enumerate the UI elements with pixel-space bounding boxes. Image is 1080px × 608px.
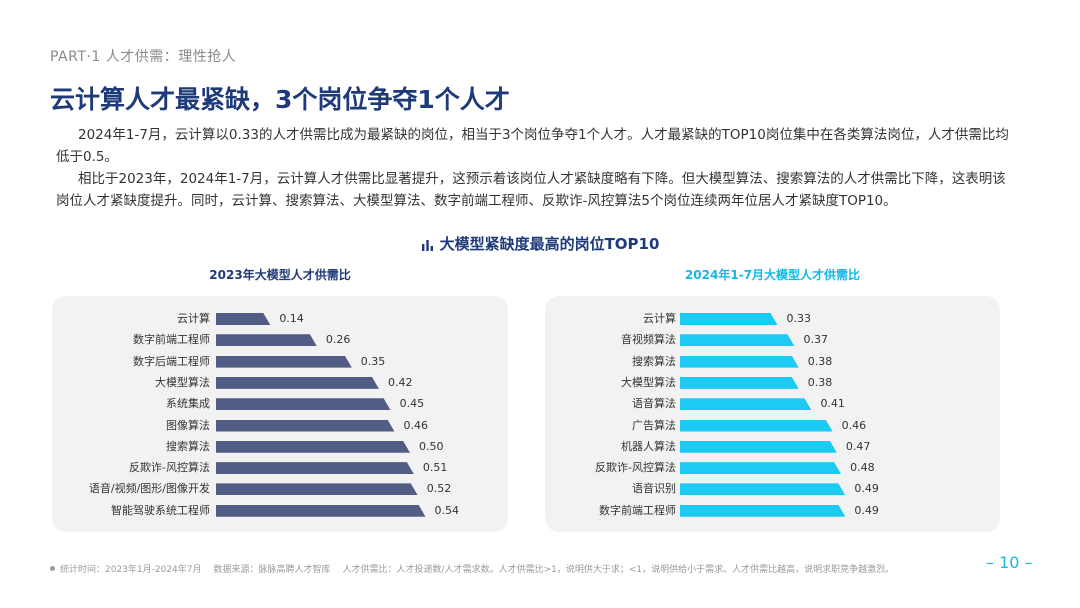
chart-section-title: 大模型紧缺度最高的岗位TOP10 [0, 233, 1080, 255]
chart-2023-value-label: 0.51 [422, 461, 448, 475]
chart-2023-bar-row: 数字前端工程师 0.26 [52, 329, 508, 350]
chart-2024-category-label: 反欺诈-风控算法 [595, 461, 676, 475]
chart-2024-bar-row: 语音算法 0.41 [545, 393, 1000, 414]
chart-2024-value-label: 0.49 [854, 503, 879, 517]
chart-2023-bar [216, 483, 418, 495]
chart-2024-category-label: 音视频算法 [621, 333, 676, 347]
chart-2024-value-label: 0.49 [854, 482, 879, 496]
body-text: 2024年1-7月，云计算以0.33的人才供需比成为最紧缺的岗位，相当于3个岗位… [56, 124, 1012, 212]
chart-2023-value-label: 0.42 [387, 375, 413, 389]
chart-2023-value-label: 0.35 [360, 354, 386, 368]
footer-note: 统计时间：2023年1月-2024年7月 数据来源：脉脉高聘人才智库 人才供需比：人… [50, 562, 894, 575]
chart-2024-bar-row: 搜索算法 0.38 [545, 351, 1000, 372]
chart-2023-category-label: 数字前端工程师 [133, 333, 210, 347]
chart-2023-bar-row: 智能驾驶系统工程师 0.54 [52, 500, 508, 521]
chart-2024-title: 2024年1-7月大模型人才供需比 [684, 268, 861, 282]
chart-2023-bar-row: 云计算 0.14 [52, 308, 508, 329]
chart-2023-bar [216, 505, 426, 517]
chart-2023-value-label: 0.52 [426, 482, 452, 496]
chart-2023-bar [216, 377, 379, 389]
footer-source: 数据来源：脉脉高聘人才智库 [213, 565, 331, 575]
chart-2023-category-label: 数字后端工程师 [133, 354, 210, 368]
chart-2024-bar [680, 483, 845, 495]
chart-2023-bar-row: 图像算法 0.46 [52, 415, 508, 436]
chart-2023-category-label: 云计算 [177, 312, 210, 325]
chart-2024-bar [680, 398, 811, 410]
chart-2023-value-label: 0.54 [434, 503, 460, 517]
section-label: PART·1 人才供需：理性抢人 [50, 49, 237, 65]
chart-2024-value-label: 0.47 [845, 439, 871, 453]
chart-2023-value-label: 0.14 [279, 312, 304, 325]
footer-definition: 人才供需比：人才投递数/人才需求数。人才供需比>1，说明供大于求；<1，说明供给… [342, 565, 895, 575]
chart-2024-category-label: 云计算 [643, 312, 676, 325]
chart-2023-category-label: 图像算法 [166, 418, 210, 432]
chart-2024-bar [680, 313, 778, 325]
chart-2024-bar [680, 441, 837, 453]
chart-2024-bar [680, 334, 794, 346]
chart-2024-value-label: 0.48 [850, 461, 875, 475]
chart-2024-bar-row: 广告算法 0.46 [545, 415, 1000, 436]
page-number: – 10 – [986, 553, 1033, 572]
chart-2023-bar-row: 语音/视频/图形/图像开发 0.52 [52, 478, 508, 499]
chart-2024-value-label: 0.37 [803, 333, 828, 347]
chart-2023-category-label: 智能驾驶系统工程师 [111, 503, 210, 517]
chart-2023-bar-row: 大模型算法 0.42 [52, 372, 508, 393]
chart-2024-bar-row: 大模型算法 0.38 [545, 372, 1000, 393]
chart-2023-bar [216, 420, 394, 432]
chart-2023-bar [216, 313, 270, 325]
chart-2024-bar [680, 356, 799, 368]
chart-2024-category-label: 大模型算法 [621, 375, 676, 389]
chart-2023-bar [216, 441, 410, 453]
chart-2023-category-label: 大模型算法 [155, 375, 210, 389]
chart-2023-bar-row: 系统集成 0.45 [52, 393, 508, 414]
chart-2023-category-label: 系统集成 [166, 397, 210, 411]
chart-2023-panel: 云计算 0.14 数字前端工程师 0.26 数字后端工程师 0.35 大模型算法 0.42 系统… [52, 296, 508, 532]
chart-2023-category-label: 反欺诈-风控算法 [129, 461, 210, 475]
chart-2024-value-label: 0.38 [807, 375, 833, 389]
chart-2024-value-label: 0.41 [820, 397, 845, 411]
chart-2023-bar [216, 356, 352, 368]
chart-2023-value-label: 0.26 [325, 333, 351, 347]
chart-2023-category-label: 语音/视频/图形/图像开发 [88, 482, 210, 496]
chart-2023-value-label: 0.46 [403, 418, 428, 432]
chart-2024-bar [680, 377, 799, 389]
chart-2023-bar-row: 搜索算法 0.50 [52, 436, 508, 457]
chart-2024-category-label: 广告算法 [632, 418, 676, 432]
chart-2024-panel: 云计算 0.33 音视频算法 0.37 搜索算法 0.38 大模型算法 0.38 语音算法 0.4… [545, 296, 1000, 532]
chart-2023-bar [216, 334, 317, 346]
chart-2024-bar-row: 机器人算法 0.47 [545, 436, 1000, 457]
chart-2024-bar-row: 数字前端工程师 0.49 [545, 500, 1000, 521]
chart-2023-title: 2023年大模型人才供需比 [209, 268, 351, 282]
page-title: 云计算人才最紧缺，3个岗位争夺1个人才 [50, 85, 510, 114]
chart-2024-bar [680, 505, 845, 517]
chart-2023-bar-row: 反欺诈-风控算法 0.51 [52, 457, 508, 478]
paragraph-2: 相比于2023年，2024年1-7月，云计算人才供需比显著提升，这预示着该岗位人… [56, 171, 1006, 209]
chart-2023-value-label: 0.50 [419, 439, 444, 453]
footer-stat-time: 统计时间：2023年1月-2024年7月 [60, 565, 202, 575]
chart-2023-bar [216, 462, 414, 474]
chart-2024-bar-row: 音视频算法 0.37 [545, 329, 1000, 350]
chart-2024-value-label: 0.46 [841, 418, 867, 432]
chart-2024-category-label: 搜索算法 [632, 354, 676, 368]
chart-2024-category-label: 数字前端工程师 [599, 503, 676, 517]
chart-2024-bar [680, 462, 841, 474]
chart-2024-category-label: 语音算法 [632, 397, 676, 411]
chart-2024-bar [680, 420, 833, 432]
chart-2023-bar-row: 数字后端工程师 0.35 [52, 351, 508, 372]
chart-2023-category-label: 搜索算法 [166, 439, 210, 453]
chart-2024-category-label: 机器人算法 [621, 439, 676, 453]
bullet-dot-icon [50, 566, 55, 571]
chart-2023-bar [216, 398, 391, 410]
chart-2024-value-label: 0.33 [786, 312, 812, 325]
chart-2024-bar-row: 反欺诈-风控算法 0.48 [545, 457, 1000, 478]
chart-2024-value-label: 0.38 [807, 354, 833, 368]
chart-2024-bar-row: 云计算 0.33 [545, 308, 1000, 329]
chart-2024-bar-row: 语音识别 0.49 [545, 478, 1000, 499]
chart-section-title-text: 大模型紧缺度最高的岗位TOP10 [439, 235, 660, 253]
bar-chart-icon [421, 237, 434, 255]
chart-2023-value-label: 0.45 [399, 397, 425, 411]
paragraph-1: 2024年1-7月，云计算以0.33的人才供需比成为最紧缺的岗位，相当于3个岗位… [56, 127, 1009, 165]
chart-2024-category-label: 语音识别 [632, 482, 676, 496]
